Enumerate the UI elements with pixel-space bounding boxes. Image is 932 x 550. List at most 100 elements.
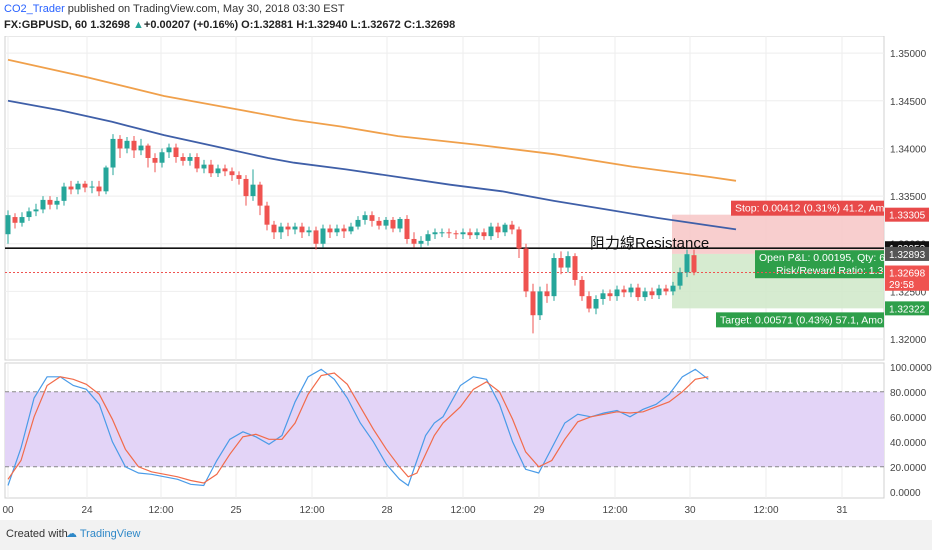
candle (208, 159, 214, 178)
stop-label-bg (731, 200, 884, 216)
author-link[interactable]: CO2_Trader (4, 3, 65, 15)
candle-body (684, 254, 690, 273)
candle-body (544, 291, 550, 297)
chart-canvas[interactable]: Stop: 0.00412 (0.31%) 41.2, Am Target: 0.… (0, 35, 932, 516)
candle (264, 201, 270, 231)
candle-body (509, 224, 515, 230)
candle (138, 138, 144, 156)
candle-body (600, 293, 606, 300)
candle-body (138, 145, 144, 151)
candle-body (250, 184, 256, 197)
candle (600, 289, 606, 305)
candle (12, 213, 18, 229)
stoch-d-line (7, 372, 709, 484)
x-tick-label: 31 (836, 505, 848, 516)
candle (453, 230, 459, 239)
candle-body (320, 228, 326, 244)
candle-body (586, 296, 592, 309)
candle-body (54, 200, 60, 205)
candle-body (691, 255, 697, 273)
candle (439, 228, 445, 238)
y-tick-label: 1.34000 (890, 144, 927, 155)
candle (117, 135, 123, 158)
candle-body (341, 228, 347, 232)
candle (103, 165, 109, 195)
candle (642, 287, 648, 301)
candle-body (460, 232, 466, 235)
ma-fast-line (7, 99, 737, 231)
candle-body (397, 218, 403, 229)
candle (313, 226, 319, 250)
candle (271, 220, 277, 239)
price-tag-bg (885, 265, 929, 280)
candle (502, 222, 508, 237)
candle (614, 285, 620, 301)
candle (236, 171, 242, 185)
candle (110, 134, 116, 176)
x-tick-label: 12:00 (450, 505, 475, 516)
price-tag: 1.32698 (889, 269, 926, 280)
candle (635, 283, 641, 301)
chart-area[interactable]: Stop: 0.00412 (0.31%) 41.2, Am Target: 0.… (0, 35, 932, 516)
candle (411, 232, 417, 248)
candle-body (404, 218, 410, 239)
candle (432, 228, 438, 239)
candle-body (516, 229, 522, 249)
candle (250, 169, 256, 201)
symbol-name[interactable]: FX:GBPUSD, 60 (4, 19, 88, 31)
candle-body (257, 184, 263, 206)
price-tag-bg (885, 301, 929, 316)
candle (691, 249, 697, 276)
candle-body (670, 285, 676, 292)
price-tag: 1.32893 (889, 250, 926, 261)
candle-body (663, 288, 669, 292)
candle-body (306, 230, 312, 233)
candle-body (117, 138, 123, 149)
candle (446, 228, 452, 239)
candle-body (5, 215, 11, 235)
candle-body (236, 175, 242, 179)
candle-body (362, 215, 368, 220)
candle (285, 222, 291, 237)
candle (131, 136, 137, 158)
candle (537, 286, 543, 320)
candle-body (229, 171, 235, 176)
candle (460, 228, 466, 239)
candle (621, 285, 627, 298)
candle-body (488, 226, 494, 237)
candle-body (215, 168, 221, 174)
candle-body (369, 215, 375, 221)
candle (488, 222, 494, 240)
candle (33, 203, 39, 217)
candle (47, 196, 53, 210)
candle-body (96, 186, 102, 192)
candle-body (628, 287, 634, 293)
candle (26, 207, 32, 221)
candle-body (656, 288, 662, 296)
candle (40, 196, 46, 214)
candle (516, 226, 522, 259)
candle (201, 159, 207, 174)
candle-body (278, 226, 284, 233)
candle-body (299, 226, 305, 233)
created-with-text: Created with (6, 528, 68, 540)
main-pane-border (4, 35, 885, 361)
stop-label: Stop: 0.00412 (0.31%) 41.2, Am (735, 203, 885, 215)
candle (292, 222, 298, 235)
candle (362, 211, 368, 225)
candle (257, 181, 263, 216)
pnl-label-bg (755, 250, 884, 279)
candle (75, 180, 81, 195)
candle (355, 216, 361, 230)
candle-body (523, 248, 529, 292)
candle-body (208, 164, 214, 174)
stoch-y-tick: 60.0000 (890, 413, 927, 424)
stop-zone[interactable] (672, 214, 884, 254)
candle-body (145, 145, 151, 158)
publish-line: CO2_Trader published on TradingView.com,… (4, 3, 345, 15)
candle-body (110, 138, 116, 168)
x-tick-label: 30 (684, 505, 696, 516)
symbol-line: FX:GBPUSD, 60 1.32698 ▲+0.00207 (+0.16%)… (4, 19, 455, 31)
candle (194, 153, 200, 173)
tradingview-logo[interactable]: ☁ TradingView (66, 528, 141, 540)
